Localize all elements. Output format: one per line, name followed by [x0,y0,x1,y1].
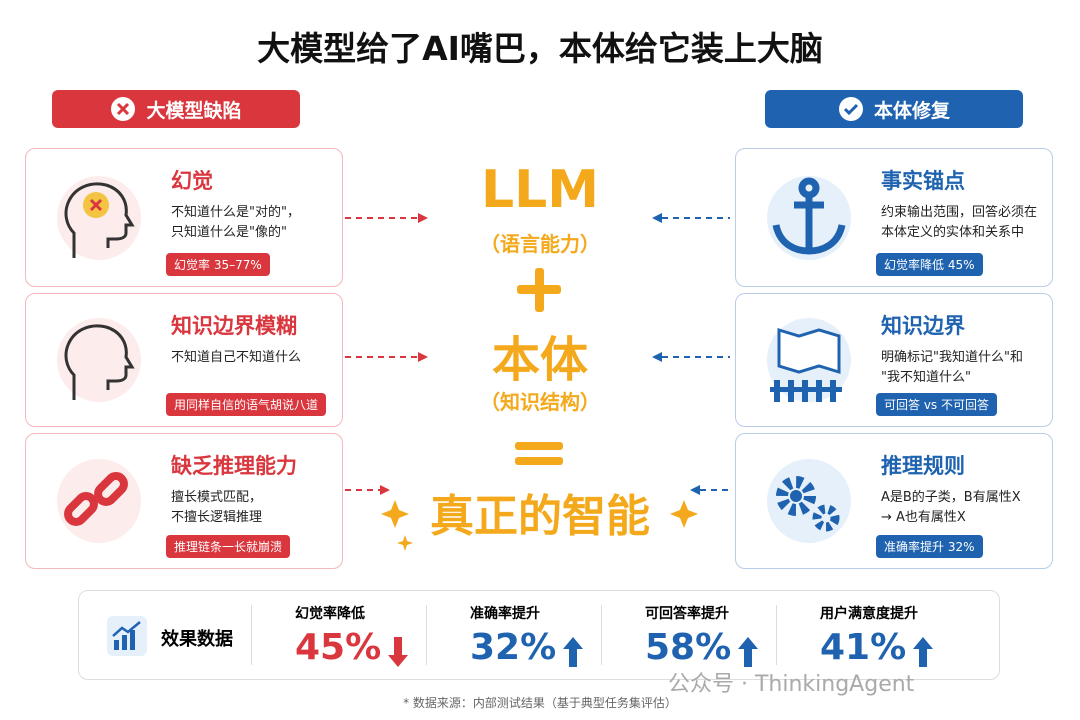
card-badge: 幻觉率 35–77% [166,253,270,276]
card-badge: 幻觉率降低 45% [876,253,983,276]
metric-label: 可回答率提升 [645,606,729,622]
right-header: 本体修复 [765,90,1023,128]
metric-label: 准确率提升 [470,606,540,622]
card-icon [767,318,851,402]
card-badge: 准确率提升 32% [876,535,983,558]
card-title: 知识边界模糊 [171,314,297,338]
metric-value: 32% [470,627,557,668]
metric-divider [601,605,602,665]
footnote: * 数据来源：内部测试结果（基于典型任务集评估） [403,696,677,710]
desc-line: 擅长模式匹配， [171,490,263,505]
card-desc: 擅长模式匹配， 不擅长逻辑推理 [171,488,262,528]
metric-divider [251,605,252,665]
watermark: 公众号 · ThinkingAgent [668,672,915,697]
card-desc: 约束输出范围，回答必须在 本体定义的实体和关系中 [881,203,1037,243]
left-header: 大模型缺陷 [52,90,300,128]
metric-divider [426,605,427,665]
metrics-panel: 效果数据 幻觉率降低 45% 准确率提升 32% 可回答率提升 58% 用户满意度提升 41% [78,590,1000,680]
metric-divider [776,605,777,665]
card-desc: 不知道什么是"对的"， 只知道什么是"像的" [171,203,300,243]
card: 知识边界模糊不知道自己不知道什么用同样自信的语气胡说八道 [25,293,343,427]
left-header-label: 大模型缺陷 [146,99,242,122]
desc-line: 本体定义的实体和关系中 [881,225,1025,240]
card: 推理规则 A是B的子类，B有属性X → A也有属性X 准确率提升 32% [735,433,1053,569]
card-desc: 不知道自己不知道什么 [171,348,301,368]
trend-arrow [388,637,408,667]
check-icon [838,97,863,121]
metric-value: 58% [645,627,732,668]
card-title: 缺乏推理能力 [171,454,297,478]
right-header-label: 本体修复 [873,99,950,122]
metric-value: 41% [820,627,907,668]
desc-line: 明确标记"我知道什么"和 [881,350,1023,365]
card-title: 事实锚点 [881,169,965,193]
card-badge: 推理链条一长就崩溃 [166,535,291,558]
card-title: 幻觉 [171,169,213,193]
desc-line: 不擅长逻辑推理 [171,510,263,525]
card: 缺乏推理能力擅长模式匹配， 不擅长逻辑推理推理链条一长就崩溃 [25,433,343,569]
card-desc: 明确标记"我知道什么"和 "我不知道什么" [881,348,1023,388]
llm: LLM [480,160,599,220]
desc-line: "我不知道什么" [881,370,971,385]
metric-label: 幻觉率降低 [295,606,365,622]
metric-value: 45% [295,627,382,668]
desc-line: 只知道什么是"像的" [171,225,287,240]
desc-line: → A也有属性X [881,510,966,525]
card-icon [57,459,141,543]
metrics-label: 效果数据 [161,629,233,650]
card-title: 推理规则 [881,454,965,478]
card-icon [767,175,851,260]
chart-icon [107,616,147,656]
trend-arrow [738,637,758,667]
llm-sub: （语言能力） [480,232,600,256]
card-title: 知识边界 [881,314,965,338]
card: 知识边界明确标记"我知道什么"和 "我不知道什么" 可回答 vs 不可回答 [735,293,1053,427]
card-badge: 用同样自信的语气胡说八道 [166,393,327,416]
desc-line: A是B的子类，B有属性X [881,490,1021,505]
card-badge: 可回答 vs 不可回答 [876,393,997,416]
ontology-sub: （知识结构） [480,390,600,414]
trend-arrow [913,637,933,667]
card-icon [767,459,851,543]
card-desc: A是B的子类，B有属性X → A也有属性X [881,488,1021,528]
card: 幻觉不知道什么是"对的"， 只知道什么是"像的" 幻觉率 35–77% [25,148,343,287]
desc-line: 约束输出范围，回答必须在 [881,205,1038,220]
metric-label: 用户满意度提升 [820,606,918,622]
card-icon [57,318,141,402]
card: 事实锚点约束输出范围，回答必须在 本体定义的实体和关系中幻觉率降低 45% [735,148,1053,287]
x-icon [111,97,136,121]
result: 真正的智能 [430,491,650,542]
card-icon [57,175,141,260]
desc-line: 不知道什么是"对的"， [171,205,300,220]
ontology: 本体 [491,332,588,388]
desc-line: 不知道自己不知道什么 [171,350,302,365]
title: 大模型给了AI嘴巴，本体给它装上大脑 [257,29,823,68]
trend-arrow [563,637,583,667]
